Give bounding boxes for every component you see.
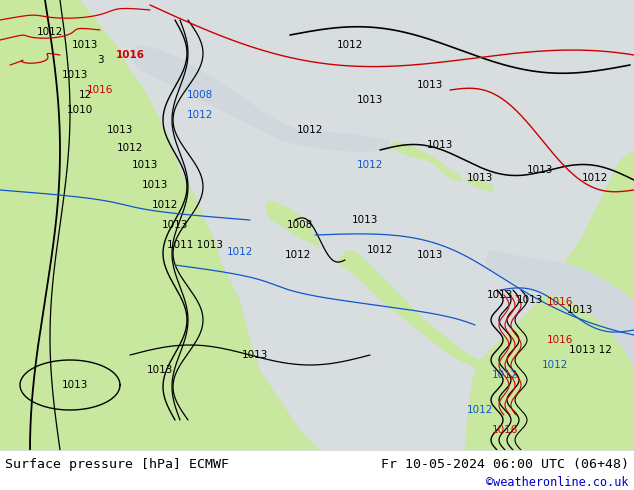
Text: 1012: 1012 [187,110,213,120]
Text: 12: 12 [79,90,92,100]
Text: 1013: 1013 [72,40,98,50]
Polygon shape [338,250,480,368]
Text: 3: 3 [97,55,103,65]
Text: 1012: 1012 [467,405,493,415]
Text: 1012: 1012 [542,360,568,370]
Text: 1012: 1012 [492,370,518,380]
Text: 1013: 1013 [107,125,133,135]
Polygon shape [485,250,634,370]
Text: 1012: 1012 [117,143,143,153]
Text: 1013: 1013 [567,305,593,315]
Text: 1008: 1008 [287,220,313,230]
Text: 1013: 1013 [162,220,188,230]
Text: 1016: 1016 [87,85,113,95]
Text: 1013: 1013 [467,173,493,183]
Text: 1012: 1012 [297,125,323,135]
Text: 1012: 1012 [337,40,363,50]
Text: 1013: 1013 [417,80,443,90]
Text: 1012: 1012 [582,173,608,183]
Text: 1013: 1013 [61,380,88,390]
Text: 1012: 1012 [227,247,253,257]
Text: 1013: 1013 [61,70,88,80]
Text: 1013: 1013 [142,180,168,190]
Polygon shape [130,45,390,152]
Text: 1012: 1012 [285,250,311,260]
Text: ©weatheronline.co.uk: ©weatheronline.co.uk [486,476,629,490]
Text: 1013: 1013 [517,295,543,305]
Text: 1013: 1013 [527,165,553,175]
Text: 1016: 1016 [547,335,573,345]
Text: 1013: 1013 [132,160,158,170]
Text: 1013: 1013 [417,250,443,260]
Text: 1016: 1016 [492,425,518,435]
Text: 1013 12: 1013 12 [569,345,611,355]
Text: 1012: 1012 [37,27,63,37]
Text: 1013: 1013 [487,290,513,300]
Polygon shape [35,0,60,240]
Polygon shape [0,0,320,450]
Text: 1016: 1016 [115,50,145,60]
Text: 1012: 1012 [357,160,383,170]
Text: 1013: 1013 [357,95,383,105]
Text: 1013: 1013 [352,215,378,225]
Polygon shape [265,200,320,248]
Text: Fr 10-05-2024 06:00 UTC (06+48): Fr 10-05-2024 06:00 UTC (06+48) [381,458,629,470]
Text: Surface pressure [hPa] ECMWF: Surface pressure [hPa] ECMWF [5,458,229,470]
Text: 1016: 1016 [547,297,573,307]
Text: 1013: 1013 [147,365,173,375]
Polygon shape [390,142,462,182]
Polygon shape [465,150,634,450]
Polygon shape [465,177,495,192]
Text: 1013: 1013 [242,350,268,360]
Text: 1013: 1013 [427,140,453,150]
Text: 1012: 1012 [367,245,393,255]
Text: 1008: 1008 [187,90,213,100]
Text: 1012: 1012 [152,200,178,210]
Text: 1011 1013: 1011 1013 [167,240,223,250]
Text: 1010: 1010 [67,105,93,115]
